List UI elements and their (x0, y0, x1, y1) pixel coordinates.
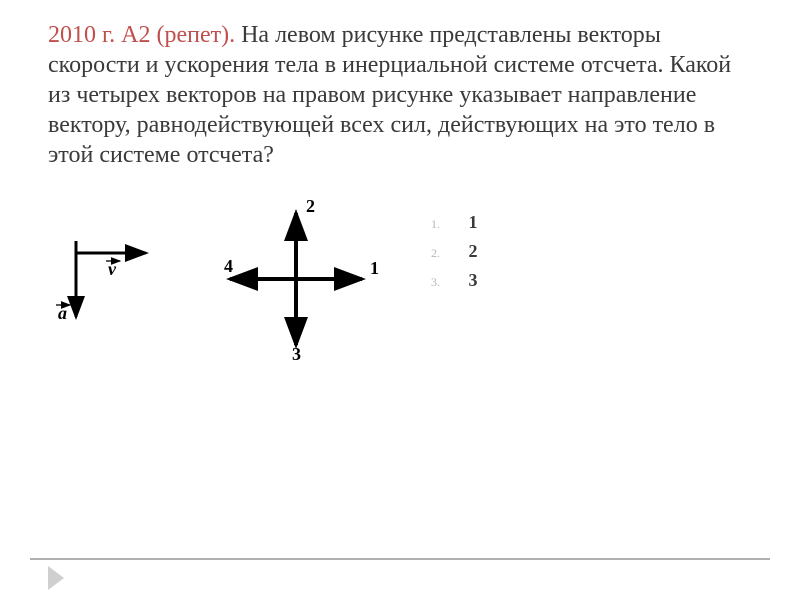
svg-text:3: 3 (292, 344, 301, 364)
option-3: 3. 3 (426, 270, 478, 291)
content-row: v a 1 2 3 4 1. 1 2. (48, 194, 752, 364)
title-lead: 2010 г. А2 (репет). (48, 22, 235, 48)
right-diagram: 1 2 3 4 (206, 194, 386, 364)
option-num: 2. (426, 246, 440, 261)
option-num: 1. (426, 217, 440, 232)
svg-text:2: 2 (306, 196, 315, 216)
answer-options: 1. 1 2. 2 3. 3 (426, 204, 478, 299)
page-corner-icon (48, 566, 64, 590)
option-num: 3. (426, 275, 440, 290)
svg-text:a: a (58, 303, 67, 323)
question-text: 2010 г. А2 (репет). На левом рисунке пре… (48, 20, 752, 170)
option-1: 1. 1 (426, 212, 478, 233)
left-diagram: v a (48, 219, 178, 339)
svg-text:1: 1 (370, 258, 379, 278)
option-label: 1 (469, 212, 478, 232)
option-label: 2 (469, 241, 478, 261)
svg-text:v: v (108, 259, 117, 279)
option-label: 3 (469, 270, 478, 290)
footer-rule (30, 558, 770, 560)
svg-text:4: 4 (224, 256, 233, 276)
option-2: 2. 2 (426, 241, 478, 262)
diagrams: v a 1 2 3 4 (48, 194, 386, 364)
